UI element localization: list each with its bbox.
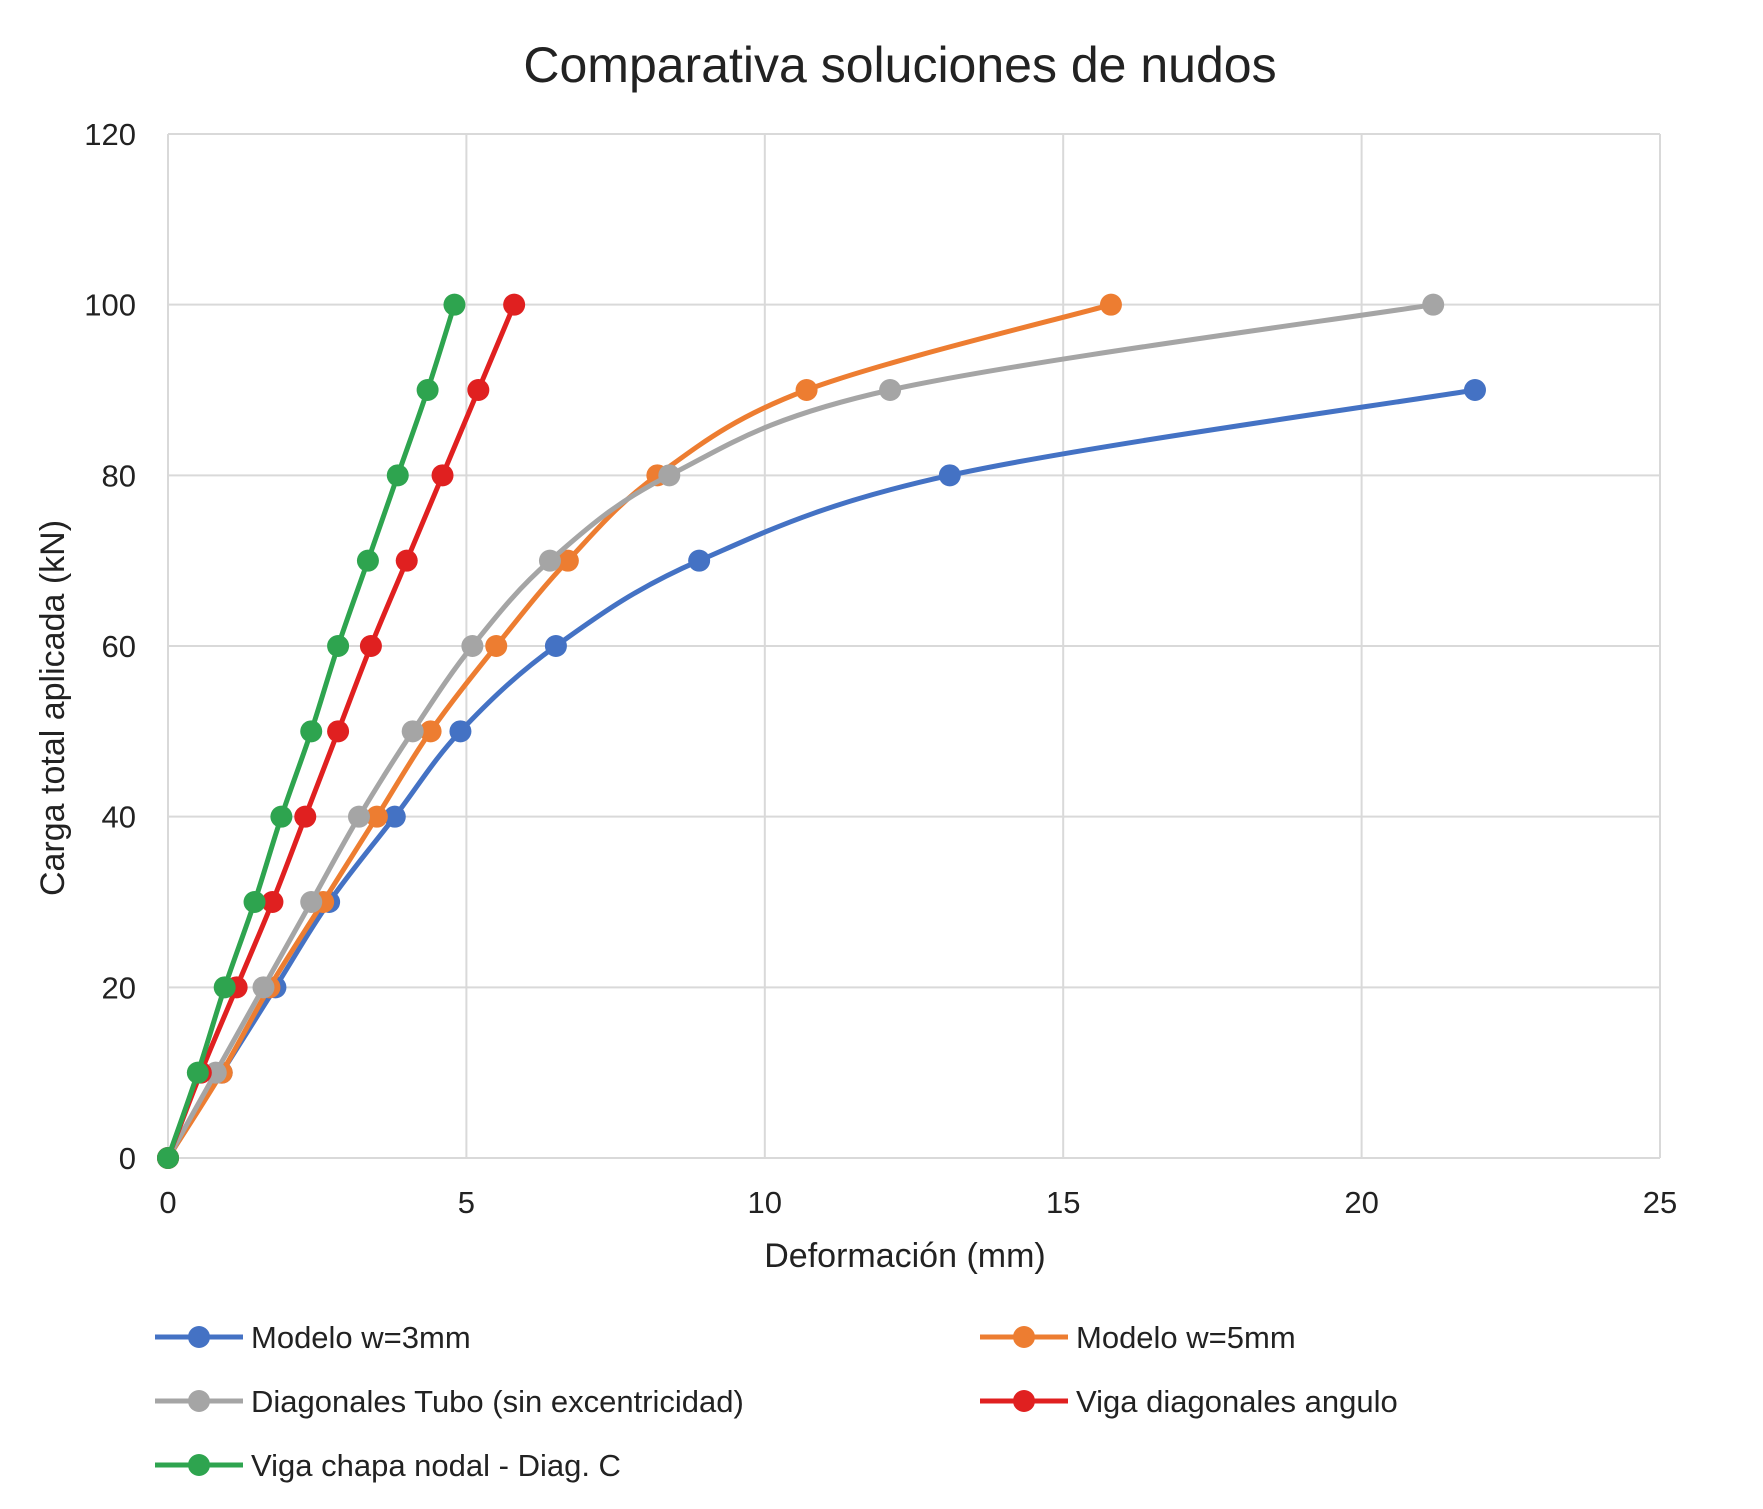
data-point	[485, 635, 508, 657]
data-point	[795, 379, 818, 401]
y-tick-label: 100	[84, 288, 136, 323]
data-point	[461, 635, 484, 657]
series-3	[157, 293, 1445, 1169]
y-tick-label: 40	[102, 800, 136, 835]
x-tick-label: 0	[159, 1185, 176, 1220]
legend-item: Diagonales Tubo (sin excentricidad)	[155, 1384, 744, 1419]
data-point	[401, 720, 424, 743]
legend-marker	[188, 1454, 210, 1476]
legend-item: Modelo w=3mm	[155, 1320, 471, 1355]
legend-label: Modelo w=5mm	[1076, 1320, 1296, 1355]
y-tick-label: 120	[84, 117, 136, 152]
data-point	[431, 464, 454, 487]
y-tick-label: 0	[119, 1141, 136, 1176]
data-point	[327, 635, 350, 657]
data-point	[243, 891, 266, 913]
axis-ticks: 0 20 40 60 80 100 120 0 5 10 15 20 25	[84, 117, 1677, 1220]
data-point	[356, 549, 379, 572]
y-tick-label: 60	[102, 629, 136, 664]
data-point	[538, 549, 561, 572]
data-point	[503, 293, 526, 316]
legend-marker	[1013, 1326, 1035, 1348]
series-5	[157, 293, 466, 1169]
x-tick-label: 10	[748, 1185, 782, 1220]
legend-marker	[1013, 1390, 1035, 1412]
data-point	[300, 891, 323, 913]
legend: Modelo w=3mm Modelo w=5mm Diagonales Tubo …	[155, 1320, 1398, 1483]
legend-item: Viga chapa nodal - Diag. C	[155, 1448, 621, 1483]
data-point	[658, 464, 681, 487]
legend-marker	[188, 1390, 210, 1412]
data-point	[261, 891, 284, 913]
legend-marker	[188, 1326, 210, 1348]
data-point	[467, 379, 490, 401]
x-tick-label: 15	[1046, 1185, 1080, 1220]
chart-title: Comparativa soluciones de nudos	[523, 37, 1276, 93]
data-point	[386, 464, 409, 487]
data-point	[416, 379, 439, 401]
data-point	[419, 720, 442, 743]
y-axis-label: Carga total aplicada (kN)	[34, 520, 72, 896]
legend-item: Viga diagonales angulo	[980, 1384, 1398, 1419]
data-point	[443, 293, 466, 316]
data-point	[365, 805, 388, 828]
legend-label: Viga diagonales angulo	[1076, 1384, 1398, 1419]
data-point	[347, 805, 370, 828]
x-axis-label: Deformación (mm)	[764, 1237, 1045, 1275]
x-tick-label: 25	[1643, 1185, 1677, 1220]
data-point	[556, 549, 579, 572]
data-point	[449, 720, 472, 743]
data-point	[688, 549, 711, 572]
data-point	[252, 976, 275, 999]
data-point	[383, 805, 406, 828]
legend-item: Modelo w=5mm	[980, 1320, 1296, 1355]
data-point	[300, 720, 323, 743]
gridlines	[167, 133, 1661, 1159]
x-tick-label: 20	[1344, 1185, 1378, 1220]
series-line	[165, 302, 1434, 1160]
x-tick-label: 5	[458, 1185, 475, 1220]
data-point	[270, 805, 293, 828]
data-point	[1099, 293, 1122, 316]
data-point	[213, 976, 236, 999]
series-line	[165, 387, 1476, 1160]
data-point	[157, 1147, 179, 1169]
series-layer	[157, 293, 1486, 1169]
data-point	[186, 1061, 209, 1084]
data-point	[1463, 379, 1486, 401]
legend-label: Modelo w=3mm	[251, 1320, 471, 1355]
data-point	[938, 464, 961, 487]
data-point	[327, 720, 350, 743]
y-tick-label: 80	[102, 458, 136, 493]
y-tick-label: 20	[102, 970, 136, 1005]
data-point	[544, 635, 567, 657]
data-point	[395, 549, 418, 572]
legend-label: Viga chapa nodal - Diag. C	[251, 1448, 621, 1483]
data-point	[879, 379, 902, 401]
legend-label: Diagonales Tubo (sin excentricidad)	[251, 1384, 744, 1419]
series-1	[157, 379, 1486, 1169]
data-point	[359, 635, 382, 657]
data-point	[294, 805, 317, 828]
data-point	[1422, 293, 1445, 316]
